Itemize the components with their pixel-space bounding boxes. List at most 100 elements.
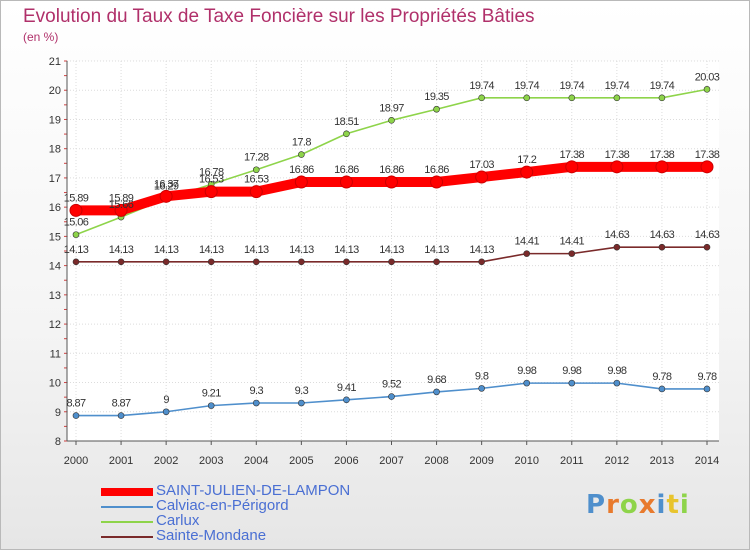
data-label-saint-julien-de-lampon: 17.38 (605, 149, 630, 161)
x-tick-label: 2011 (560, 455, 584, 467)
data-label-sainte-mondane: 14.13 (64, 244, 89, 256)
data-point-sainte-mondane (343, 258, 350, 266)
chart-title: Evolution du Taux de Taxe Foncière sur l… (23, 6, 535, 27)
data-point-sainte-mondane (117, 258, 125, 266)
x-tick-label: 2000 (64, 455, 88, 467)
logo-letter: P (586, 490, 607, 520)
data-label-sainte-mondane: 14.13 (154, 244, 179, 256)
data-point-sainte-mondane (703, 243, 711, 251)
data-label-sainte-mondane: 14.13 (109, 244, 134, 256)
data-point-calviac-en-p-rigord (343, 396, 350, 404)
y-tick-label: 17 (49, 173, 61, 185)
y-tick-label: 18 (49, 144, 61, 156)
data-label-carlux: 20.03 (695, 71, 720, 83)
data-label-carlux: 19.74 (560, 80, 585, 92)
data-label-saint-julien-de-lampon: 17.38 (695, 149, 720, 161)
legend-label-saint-julien: SAINT-JULIEN-DE-LAMPON (156, 482, 351, 499)
data-label-saint-julien-de-lampon: 17.38 (560, 149, 585, 161)
data-label-saint-julien-de-lampon: 15.89 (64, 192, 89, 204)
data-label-carlux: 18.51 (334, 116, 359, 128)
data-label-sainte-mondane: 14.63 (695, 229, 720, 241)
x-tick-label: 2006 (334, 455, 358, 467)
data-point-calviac-en-p-rigord (207, 402, 215, 409)
chart-subtitle: (en %) (23, 30, 59, 44)
data-label-calviac-en-p-rigord: 9.52 (382, 379, 401, 391)
data-label-sainte-mondane: 14.63 (650, 229, 675, 241)
x-tick-label: 2007 (379, 455, 403, 467)
data-point-carlux (613, 94, 621, 102)
logo-letter: x (638, 490, 657, 520)
data-point-calviac-en-p-rigord (523, 379, 531, 387)
logo-letter: i (656, 490, 667, 520)
x-tick-label: 2002 (154, 455, 178, 467)
data-label-carlux: 19.35 (424, 91, 449, 103)
data-label-calviac-en-p-rigord: 8.87 (112, 398, 131, 410)
data-label-carlux: 17.28 (244, 152, 269, 164)
data-label-calviac-en-p-rigord: 9.98 (607, 365, 626, 377)
data-label-calviac-en-p-rigord: 9.3 (295, 385, 309, 397)
data-point-carlux (658, 94, 666, 102)
y-tick-label: 20 (49, 85, 61, 97)
x-tick-label: 2012 (605, 455, 629, 467)
data-point-saint-julien-de-lampon (69, 203, 83, 217)
y-tick-label: 9 (55, 407, 61, 419)
data-label-calviac-en-p-rigord: 9.8 (475, 370, 489, 382)
data-point-calviac-en-p-rigord (252, 399, 260, 407)
logo-letter: r (606, 490, 620, 520)
data-point-calviac-en-p-rigord (72, 412, 80, 419)
data-point-carlux (703, 86, 711, 93)
data-point-carlux (343, 130, 350, 138)
data-point-saint-julien-de-lampon (249, 185, 263, 199)
data-point-saint-julien-de-lampon (565, 160, 579, 174)
data-label-saint-julien-de-lampon: 16.86 (424, 164, 449, 176)
data-point-carlux (433, 105, 440, 113)
data-point-calviac-en-p-rigord (162, 408, 170, 416)
data-point-calviac-en-p-rigord (433, 388, 440, 396)
data-label-saint-julien-de-lampon: 17.38 (650, 149, 675, 161)
data-label-calviac-en-p-rigord: 9.78 (652, 371, 671, 383)
data-point-carlux (523, 94, 531, 102)
data-point-sainte-mondane (478, 258, 485, 266)
data-point-sainte-mondane (613, 243, 621, 251)
data-point-sainte-mondane (298, 258, 305, 266)
data-point-calviac-en-p-rigord (568, 379, 576, 387)
data-point-calviac-en-p-rigord (613, 379, 621, 387)
data-label-saint-julien-de-lampon: 16.53 (199, 174, 224, 186)
legend-swatch-carlux (101, 521, 153, 523)
data-point-carlux (568, 94, 576, 102)
data-label-carlux: 19.74 (650, 80, 675, 92)
data-point-sainte-mondane (388, 258, 395, 266)
data-point-carlux (478, 94, 485, 102)
data-label-calviac-en-p-rigord: 8.87 (66, 398, 85, 410)
data-label-calviac-en-p-rigord: 9.98 (517, 365, 536, 377)
data-label-calviac-en-p-rigord: 9.21 (202, 388, 221, 400)
data-label-saint-julien-de-lampon: 16.86 (289, 164, 314, 176)
x-tick-label: 2003 (199, 455, 223, 467)
data-label-carlux: 16.29 (154, 181, 179, 193)
data-point-sainte-mondane (207, 258, 215, 266)
data-label-saint-julien-de-lampon: 16.86 (379, 164, 404, 176)
data-point-carlux (252, 166, 260, 174)
data-point-calviac-en-p-rigord (117, 412, 125, 419)
legend-label-sainte-mondane: Sainte-Mondane (156, 527, 267, 544)
x-tick-label: 2008 (424, 455, 448, 467)
data-point-carlux (388, 117, 395, 124)
data-label-saint-julien-de-lampon: 17.03 (469, 159, 494, 171)
data-point-saint-julien-de-lampon (520, 165, 534, 179)
data-label-calviac-en-p-rigord: 9 (163, 394, 169, 406)
data-point-saint-julien-de-lampon (610, 160, 624, 174)
data-label-sainte-mondane: 14.13 (379, 244, 404, 256)
data-point-saint-julien-de-lampon (204, 185, 218, 199)
data-label-saint-julien-de-lampon: 15.89 (109, 192, 134, 204)
data-label-carlux: 16.78 (199, 166, 224, 178)
data-point-sainte-mondane (523, 250, 531, 257)
x-tick-label: 2004 (244, 455, 268, 467)
data-label-sainte-mondane: 14.13 (424, 244, 449, 256)
data-label-calviac-en-p-rigord: 9.68 (427, 374, 446, 386)
data-point-saint-julien-de-lampon (655, 160, 669, 174)
legend-label-calviac: Calviac-en-Périgord (156, 497, 289, 514)
data-point-calviac-en-p-rigord (658, 385, 666, 393)
data-point-saint-julien-de-lampon (114, 203, 128, 217)
data-point-calviac-en-p-rigord (298, 399, 305, 407)
data-label-sainte-mondane: 14.63 (605, 229, 630, 241)
